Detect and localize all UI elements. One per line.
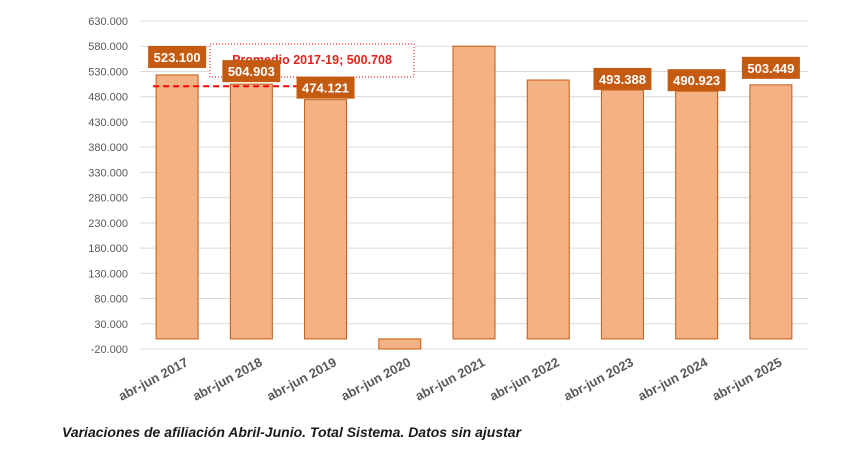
data-label: 504.903 [228,64,275,79]
y-tick-label: 380.000 [88,142,128,154]
x-tick-label: abr-jun 2017 [116,354,191,403]
data-label-bg [741,56,800,79]
bar [526,79,570,340]
y-tick-label: 130.000 [88,268,128,280]
y-tick-label: 630.000 [88,16,128,28]
bar [304,99,348,340]
x-tick-label: abr-jun 2022 [487,354,562,403]
bar [600,89,644,340]
bar [229,83,273,340]
bar [155,74,199,340]
y-tick-label: 330.000 [88,167,128,179]
bar [675,90,719,340]
y-tick-label: 430.000 [88,117,128,129]
y-tick-label: 530.000 [88,66,128,78]
chart-caption: Variaciones de afiliación Abril-Junio. T… [62,424,522,440]
y-tick-label: 230.000 [88,218,128,230]
y-tick-label: 80.000 [94,294,128,306]
data-label-bg [593,67,652,90]
data-label-bg [296,76,355,99]
bar [749,84,793,340]
x-tick-label: abr-jun 2025 [710,354,785,403]
x-tick-label: abr-jun 2021 [413,354,488,403]
x-tick-label: abr-jun 2018 [190,354,265,403]
bar [452,45,496,340]
data-label-bg [148,45,207,68]
y-tick-label: 180.000 [88,243,128,255]
y-tick-label: 30.000 [94,319,128,331]
y-tick-label: 580.000 [88,41,128,53]
x-tick-label: abr-jun 2024 [635,354,710,404]
data-label: 523.100 [154,50,201,65]
data-label: 493.388 [599,72,646,87]
data-label: 503.449 [747,61,794,76]
data-label-bg [222,60,281,83]
bar [378,338,422,350]
y-tick-label: 280.000 [88,193,128,205]
data-labels: 523.100 504.903 474.121 493.388 490.923 503.4… [148,45,800,99]
bars [155,45,793,350]
data-label-bg [667,69,726,92]
x-tick-label: abr-jun 2023 [561,354,636,403]
x-axis-ticks: abr-jun 2017 abr-jun 2018 abr-jun 2019 abr-… [116,354,784,404]
y-tick-label: 480.000 [88,92,128,104]
y-axis-ticks: 630.000 580.000 530.000 480.000 430.000 380.0… [88,16,128,356]
data-label: 490.923 [673,73,720,88]
data-label: 474.121 [302,81,349,96]
x-tick-label: abr-jun 2020 [339,354,414,403]
x-tick-label: abr-jun 2019 [264,354,339,403]
y-tick-label: -20.000 [91,344,128,356]
bar-chart: 630.000 580.000 530.000 480.000 430.000 380.0… [88,16,808,404]
